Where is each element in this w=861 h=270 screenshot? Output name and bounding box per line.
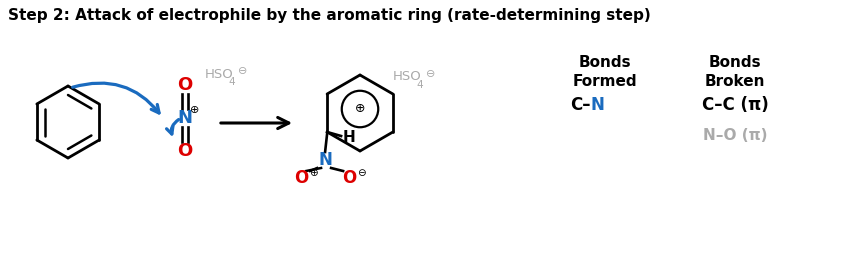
Text: O: O bbox=[294, 169, 308, 187]
Text: ⊕: ⊕ bbox=[355, 103, 365, 116]
Text: N: N bbox=[318, 151, 331, 169]
Text: Step 2: Attack of electrophile by the aromatic ring (rate-determining step): Step 2: Attack of electrophile by the ar… bbox=[8, 8, 650, 23]
Text: C–: C– bbox=[570, 96, 591, 114]
Text: ⊖: ⊖ bbox=[356, 168, 365, 178]
Text: 4: 4 bbox=[416, 80, 422, 90]
Text: O: O bbox=[177, 142, 192, 160]
Text: O: O bbox=[342, 169, 356, 187]
Text: HSO: HSO bbox=[205, 68, 233, 80]
Text: Bonds
Formed: Bonds Formed bbox=[572, 55, 636, 89]
Text: N: N bbox=[177, 109, 192, 127]
Text: C–C (π): C–C (π) bbox=[701, 96, 767, 114]
Text: N: N bbox=[591, 96, 604, 114]
Text: ⊖: ⊖ bbox=[238, 66, 247, 76]
Text: HSO: HSO bbox=[393, 70, 421, 83]
Text: ⊖: ⊖ bbox=[425, 69, 435, 79]
Text: O: O bbox=[177, 76, 192, 94]
Text: H: H bbox=[343, 130, 356, 144]
Text: ⊕: ⊕ bbox=[308, 168, 317, 178]
Text: ⊕: ⊕ bbox=[190, 105, 200, 115]
Text: N–O (π): N–O (π) bbox=[702, 127, 766, 143]
Text: 4: 4 bbox=[228, 77, 234, 87]
Text: Bonds
Broken: Bonds Broken bbox=[704, 55, 765, 89]
